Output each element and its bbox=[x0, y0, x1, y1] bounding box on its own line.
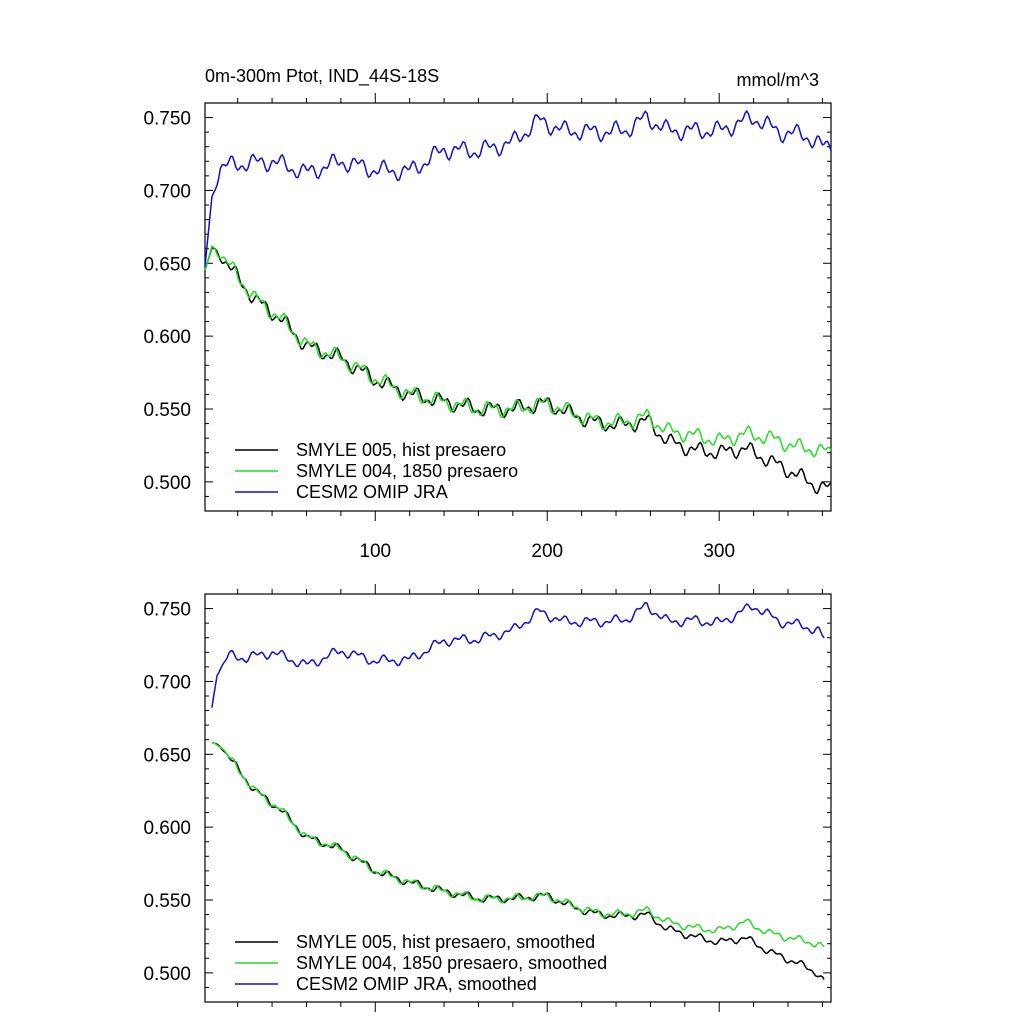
units-label: mmol/m^3 bbox=[737, 70, 819, 90]
y-tick-label: 0.700 bbox=[143, 181, 191, 202]
chart-title: 0m-300m Ptot, IND_44S-18S bbox=[205, 66, 439, 87]
y-tick-label: 0.600 bbox=[143, 818, 191, 839]
y-tick-label: 0.700 bbox=[143, 672, 191, 693]
y-tick-label: 0.550 bbox=[143, 891, 191, 912]
legend-label: SMYLE 005, hist presaero bbox=[296, 440, 506, 460]
y-tick-label: 0.750 bbox=[143, 109, 191, 130]
legend-label: CESM2 OMIP JRA bbox=[296, 482, 448, 502]
top-panel: 0m-300m Ptot, IND_44S-18S mmol/m^3 0.500… bbox=[143, 66, 832, 562]
legend-label: SMYLE 005, hist presaero, smoothed bbox=[296, 932, 595, 952]
y-tick-label: 0.550 bbox=[143, 400, 191, 421]
y-tick-label: 0.600 bbox=[143, 327, 191, 348]
legend-label: SMYLE 004, 1850 presaero, smoothed bbox=[296, 953, 607, 973]
y-tick-label: 0.500 bbox=[143, 964, 191, 985]
x-tick-label: 300 bbox=[703, 541, 735, 562]
legend-label: SMYLE 004, 1850 presaero bbox=[296, 461, 518, 481]
series-line-2 bbox=[211, 741, 825, 948]
x-tick-label: 100 bbox=[359, 541, 391, 562]
y-tick-label: 0.500 bbox=[143, 473, 191, 494]
series-line-3 bbox=[204, 109, 832, 267]
series-line-3 bbox=[211, 601, 825, 708]
bottom-panel: 0.500 0.550 0.600 0.650 0.700 0.750 SMYLE 005,… bbox=[143, 584, 832, 1012]
y-tick-label: 0.650 bbox=[143, 254, 191, 275]
y-tick-label: 0.650 bbox=[143, 745, 191, 766]
series-line-2 bbox=[204, 245, 832, 458]
legend-label: CESM2 OMIP JRA, smoothed bbox=[296, 974, 537, 994]
x-tick-label: 200 bbox=[531, 541, 563, 562]
y-tick-label: 0.750 bbox=[143, 600, 191, 621]
